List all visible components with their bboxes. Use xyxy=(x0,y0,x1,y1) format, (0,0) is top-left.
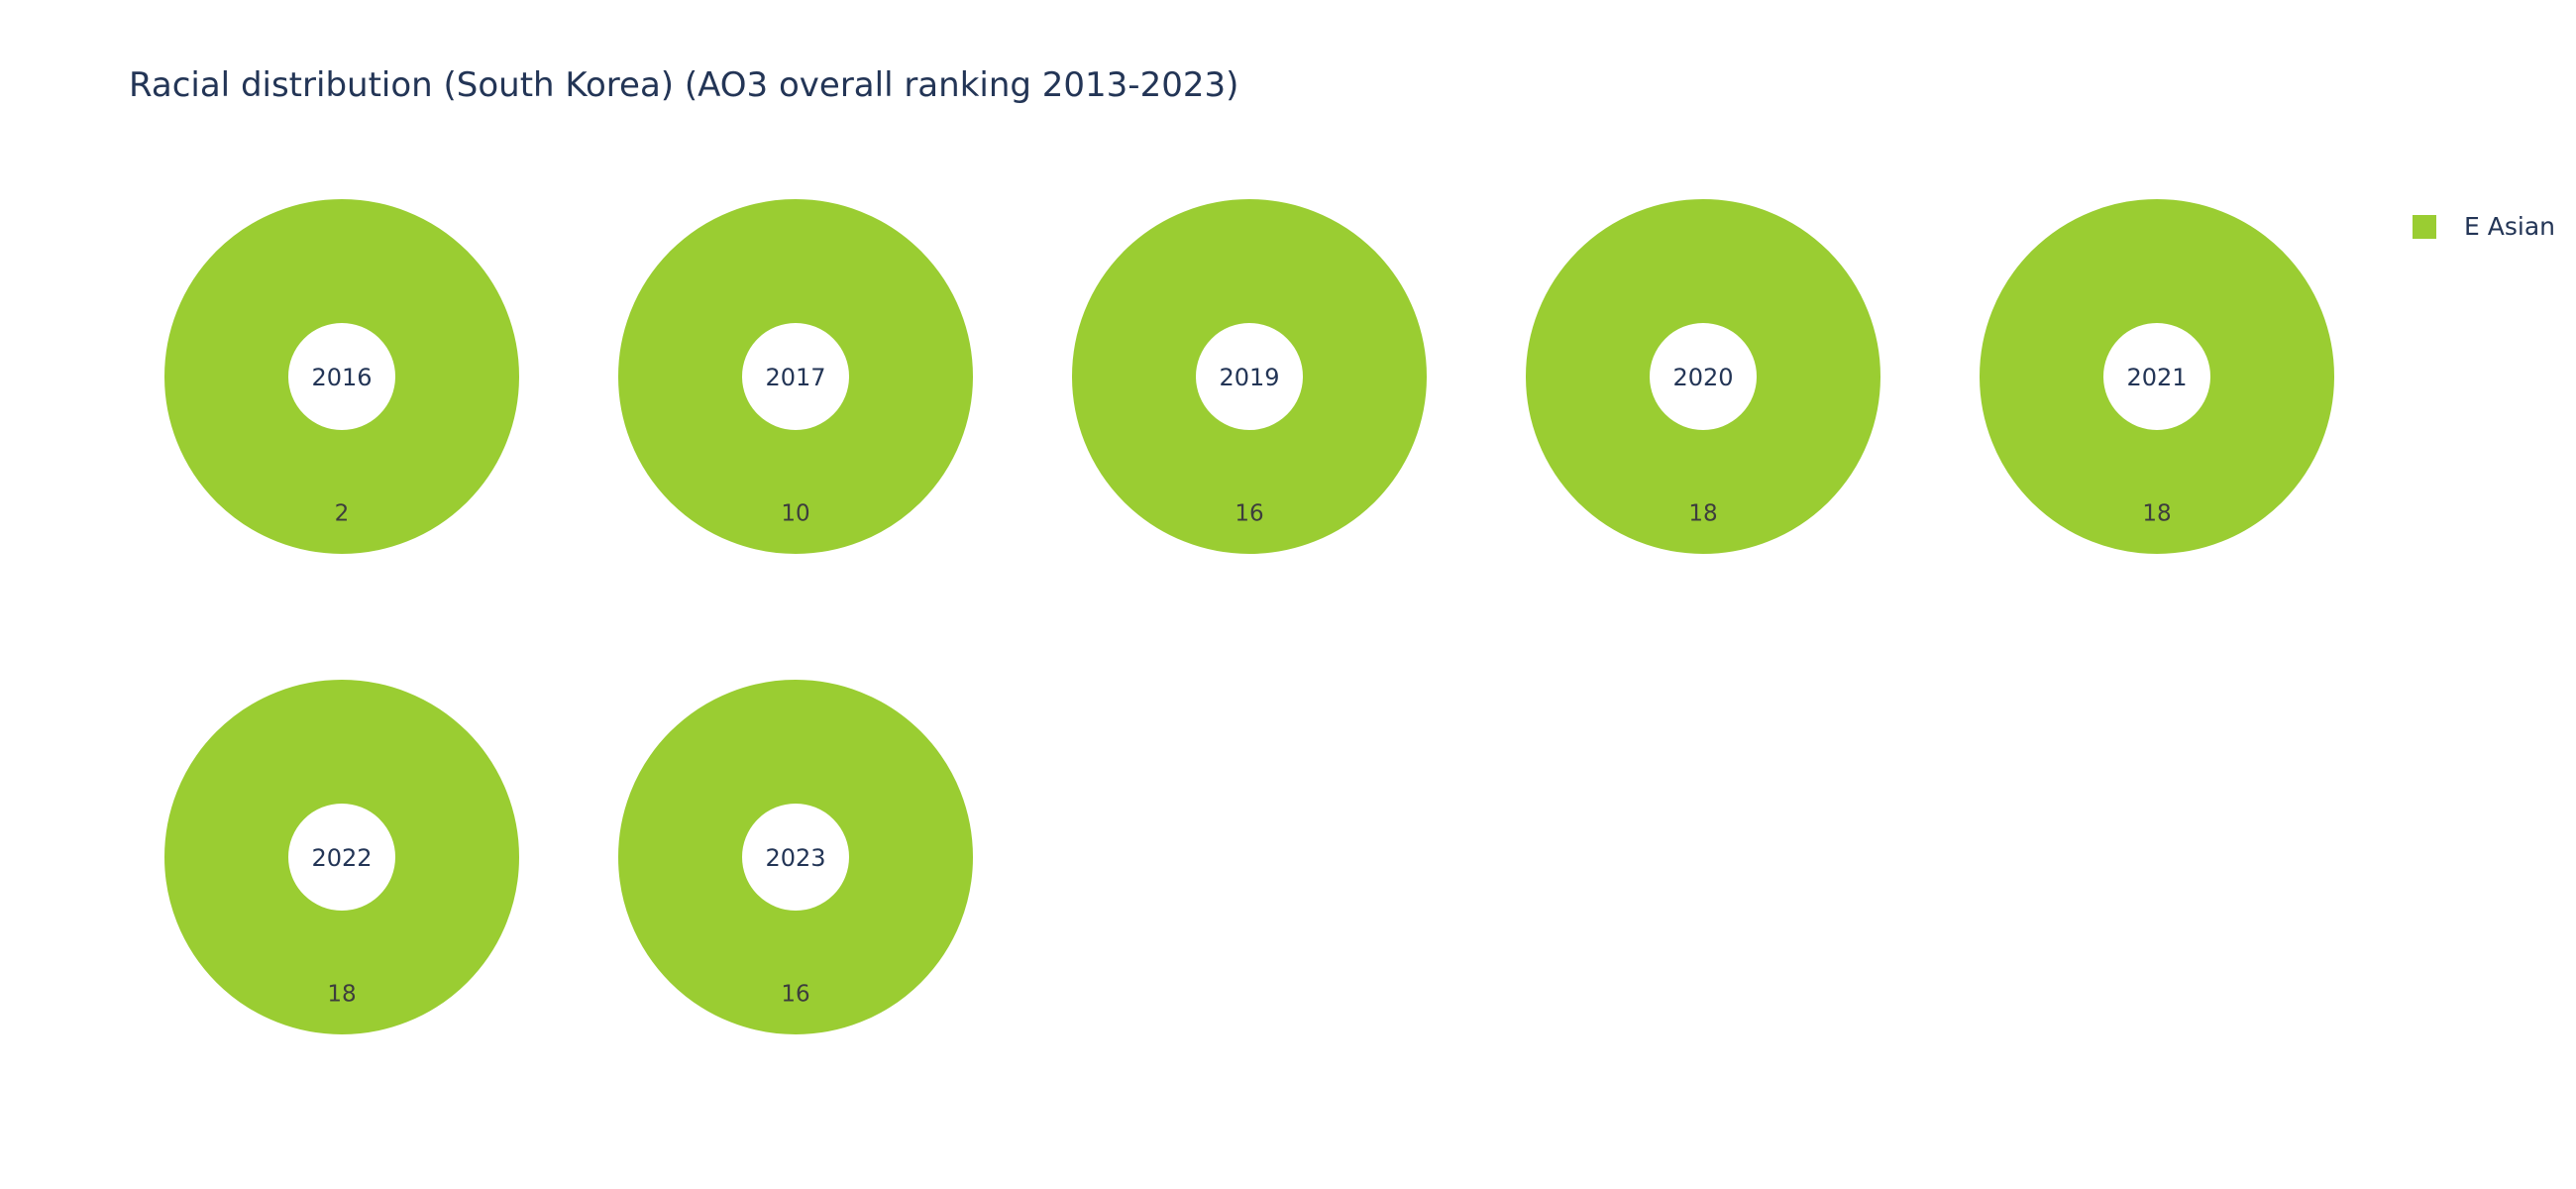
donut-year-label: 2020 xyxy=(1672,364,1733,391)
donut-2020: 18 2020 xyxy=(1526,199,1880,554)
legend-label-e-asian: E Asian xyxy=(2464,212,2555,241)
donut-2022: 18 2022 xyxy=(164,680,519,1034)
donut-year-label: 2016 xyxy=(311,364,372,391)
donut-2023: 16 2023 xyxy=(618,680,973,1034)
legend[interactable]: E Asian xyxy=(2413,212,2555,241)
donut-year-label: 2019 xyxy=(1219,364,1279,391)
slice-value-label: 18 xyxy=(1688,501,1717,527)
slice-value-label: 16 xyxy=(1234,501,1263,527)
donut-2019: 16 2019 xyxy=(1072,199,1427,554)
donut-year-label: 2023 xyxy=(765,844,825,872)
donut-year-label: 2021 xyxy=(2126,364,2187,391)
slice-2023-e-asian[interactable] xyxy=(618,680,973,1034)
slice-2017-e-asian[interactable] xyxy=(618,199,973,554)
slice-value-label: 10 xyxy=(781,501,809,527)
slice-2016-e-asian[interactable] xyxy=(164,199,519,554)
donut-year-label: 2017 xyxy=(765,364,825,391)
slice-value-label: 2 xyxy=(335,501,350,527)
slice-2020-e-asian[interactable] xyxy=(1526,199,1880,554)
donut-2017: 10 2017 xyxy=(618,199,973,554)
slice-2019-e-asian[interactable] xyxy=(1072,199,1427,554)
slice-2022-e-asian[interactable] xyxy=(164,680,519,1034)
donut-2016: 2 2016 xyxy=(164,199,519,554)
legend-swatch-e-asian xyxy=(2413,214,2436,239)
chart-title: Racial distribution (South Korea) (AO3 o… xyxy=(129,65,1239,105)
slice-value-label: 16 xyxy=(781,982,809,1008)
donut-2021: 18 2021 xyxy=(1980,199,2334,554)
slice-value-label: 18 xyxy=(327,982,356,1008)
donut-year-label: 2022 xyxy=(311,844,372,872)
slice-2021-e-asian[interactable] xyxy=(1980,199,2334,554)
slice-value-label: 18 xyxy=(2142,501,2171,527)
